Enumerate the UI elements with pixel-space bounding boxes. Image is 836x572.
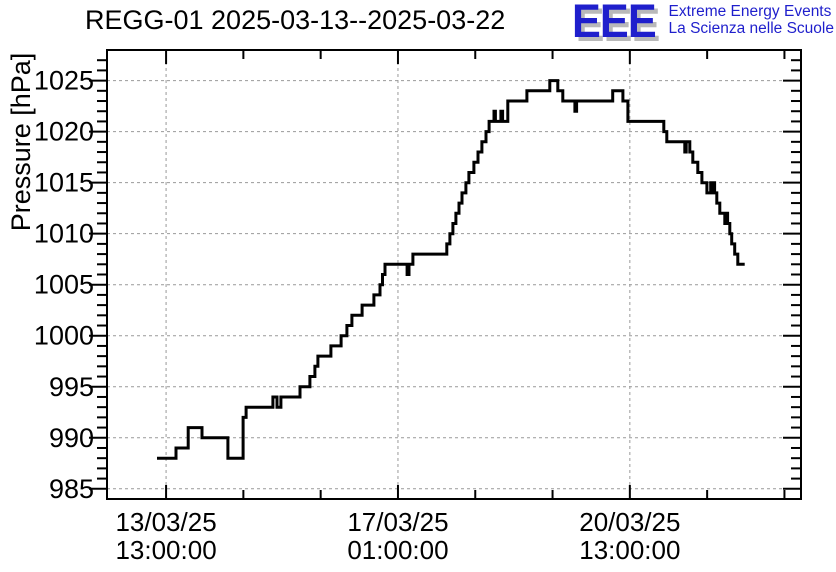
eee-logo-text: Extreme Energy Events La Scienza nelle S… (669, 1, 834, 37)
svg-text:13:00:00: 13:00:00 (115, 535, 216, 565)
svg-text:13/03/25: 13/03/25 (115, 507, 216, 537)
svg-text:01:00:00: 01:00:00 (347, 535, 448, 565)
svg-text:990: 990 (49, 423, 94, 453)
eee-logo: EEE Extreme Energy Events La Scienza nel… (571, 0, 835, 47)
svg-text:1025: 1025 (34, 66, 94, 96)
eee-logo-line2: La Scienza nelle Scuole (668, 20, 834, 37)
x-tick-labels: 13/03/2513:00:0017/03/2501:00:0020/03/25… (115, 507, 680, 565)
y-axis-ticks (89, 59, 801, 490)
svg-text:1000: 1000 (34, 321, 94, 351)
svg-text:985: 985 (49, 474, 94, 504)
pressure-curve (157, 79, 745, 460)
svg-text:1010: 1010 (34, 219, 94, 249)
y-tick-labels: 985 990 995 1000 1005 1010 1015 1020 1025 (34, 66, 94, 504)
eee-logo-letters: EEE (571, 0, 657, 47)
svg-text:17/03/25: 17/03/25 (347, 507, 448, 537)
x-axis-ticks (165, 50, 786, 499)
chart-title: REGG-01 2025-03-13--2025-03-22 (85, 5, 506, 35)
svg-text:995: 995 (49, 372, 94, 402)
svg-text:13:00:00: 13:00:00 (579, 535, 680, 565)
axis-frame (106, 49, 802, 500)
grid-lines (107, 50, 801, 499)
svg-text:1005: 1005 (34, 270, 94, 300)
eee-logo-line1: Extreme Energy Events (668, 3, 832, 20)
svg-text:20/03/25: 20/03/25 (579, 507, 680, 537)
svg-text:1020: 1020 (34, 117, 94, 147)
svg-text:1015: 1015 (34, 168, 94, 198)
y-axis-title: Pressure [hPa] (6, 53, 36, 232)
